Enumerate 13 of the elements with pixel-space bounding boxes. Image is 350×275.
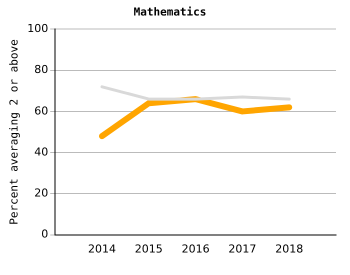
- chart-title: Mathematics: [134, 5, 206, 18]
- y-tick-label: 100: [27, 22, 48, 36]
- y-tick-label: 60: [34, 104, 48, 118]
- x-tick-label: 2017: [228, 242, 256, 256]
- y-tick-label: 20: [34, 186, 48, 200]
- x-tick-label: 2014: [88, 242, 116, 256]
- y-tick-label: 80: [34, 63, 48, 76]
- x-tick-label: 2018: [275, 242, 304, 256]
- y-tick-label: 40: [34, 145, 48, 158]
- x-tick-label: 2016: [182, 242, 210, 256]
- y-tick-label: 0: [41, 228, 48, 241]
- x-tick-label: 2015: [134, 242, 163, 256]
- y-axis-title: Percent averaging 2 or above: [7, 39, 20, 225]
